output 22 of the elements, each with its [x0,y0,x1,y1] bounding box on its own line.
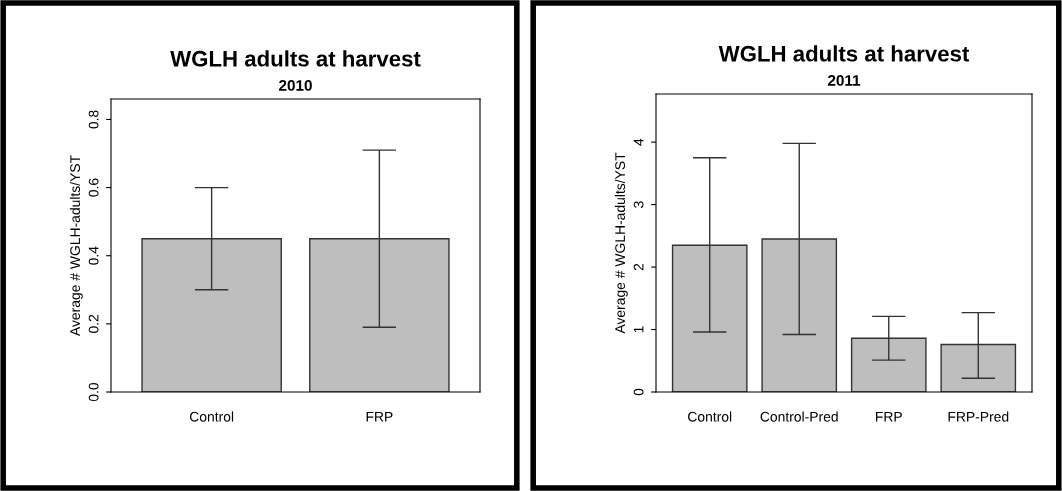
x-tick-label: Control [189,411,234,422]
x-tick-label: FRP [876,411,902,422]
y-tick-label: 1 [633,326,644,333]
chart-title: WGLH adults at harvest [718,45,970,62]
chart-subtitle: 2011 [827,75,861,86]
x-tick-label: FRP [366,411,393,422]
y-tick-label: 0 [633,388,644,396]
x-tick-label: Control-Pred [760,411,838,422]
y-tick-label: 3 [633,201,644,208]
x-tick-label: Control [688,411,732,422]
y-tick-label: 0.4 [88,246,99,265]
x-tick-label: FRP-Pred [948,411,1009,422]
chart-subtitle: 2010 [279,80,312,91]
y-tick-label: 0.8 [88,110,99,129]
y-axis-title: Average # WGLH-adults/YST [614,152,628,334]
y-tick-label: 4 [633,138,644,146]
chart-title: WGLH adults at harvest [170,50,421,67]
y-tick-label: 0.0 [88,382,99,402]
y-tick-label: 2 [633,263,644,271]
y-tick-label: 0.2 [88,314,99,333]
y-axis-title: Average # WGLH-adults/YST [69,155,83,337]
y-tick-label: 0.6 [88,178,99,197]
